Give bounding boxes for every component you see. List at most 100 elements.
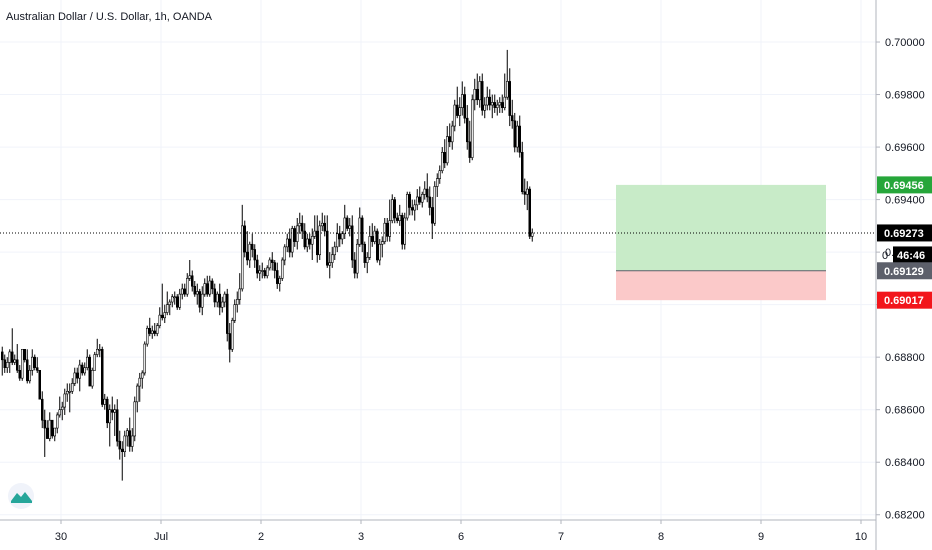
candle bbox=[188, 260, 192, 282]
candle bbox=[181, 283, 184, 300]
candle-body bbox=[43, 419, 46, 429]
candle bbox=[93, 351, 97, 371]
candle bbox=[403, 212, 406, 250]
candle-body bbox=[181, 288, 184, 295]
candle bbox=[228, 323, 232, 363]
candle-body bbox=[260, 270, 264, 272]
candle-body bbox=[383, 222, 386, 242]
candle bbox=[71, 378, 74, 394]
candle bbox=[453, 99, 456, 132]
candle-body bbox=[106, 398, 109, 424]
candle bbox=[193, 281, 197, 297]
candle-body bbox=[71, 383, 74, 392]
candle-body bbox=[58, 409, 61, 416]
candle-body bbox=[163, 312, 167, 319]
candle-body bbox=[410, 207, 414, 211]
candle bbox=[241, 204, 244, 292]
candle bbox=[8, 349, 12, 373]
candle-body bbox=[40, 398, 44, 421]
candle bbox=[448, 123, 451, 148]
candle bbox=[500, 94, 504, 113]
candle-body bbox=[315, 230, 319, 256]
candle-body bbox=[198, 291, 202, 308]
candle bbox=[106, 396, 109, 429]
entry-price-badge-bg bbox=[877, 262, 932, 280]
candle-body bbox=[196, 291, 199, 295]
candle-body bbox=[6, 362, 9, 368]
candle bbox=[283, 244, 286, 266]
candle bbox=[335, 223, 339, 253]
candle-body bbox=[345, 217, 349, 229]
candle bbox=[203, 278, 207, 297]
candle-body bbox=[191, 275, 194, 287]
tradingview-logo-icon[interactable] bbox=[8, 483, 34, 509]
candle bbox=[393, 196, 396, 224]
candle-body bbox=[241, 225, 244, 290]
candle-body bbox=[146, 327, 149, 345]
candle bbox=[153, 323, 157, 337]
candle-body bbox=[66, 391, 69, 395]
candle-body bbox=[253, 249, 257, 261]
candle bbox=[58, 396, 61, 418]
candle bbox=[378, 238, 381, 266]
y-tick-label: 0.68400 bbox=[885, 457, 925, 469]
candle-body bbox=[178, 293, 182, 308]
candle-body bbox=[35, 367, 39, 371]
candle-body bbox=[223, 293, 227, 303]
candle-body bbox=[420, 194, 424, 203]
candle bbox=[355, 238, 359, 279]
candle bbox=[83, 362, 87, 376]
candle bbox=[158, 307, 162, 329]
last-price-badge-bg bbox=[877, 224, 932, 242]
candle-body bbox=[375, 230, 379, 261]
candle-body bbox=[435, 178, 439, 187]
candle bbox=[520, 141, 524, 195]
candle-body bbox=[0, 351, 4, 361]
candle bbox=[156, 323, 159, 337]
candle bbox=[171, 294, 174, 308]
candle-body bbox=[138, 377, 142, 387]
candle-body bbox=[438, 170, 441, 179]
candle bbox=[513, 112, 516, 153]
candle bbox=[485, 86, 489, 111]
candle-body bbox=[45, 427, 49, 439]
candle bbox=[423, 181, 426, 200]
candle-body bbox=[93, 354, 97, 371]
candle-body bbox=[38, 370, 41, 400]
candle-body bbox=[258, 270, 261, 274]
candle-body bbox=[156, 325, 159, 334]
candle-body bbox=[515, 125, 519, 148]
candle-body bbox=[353, 259, 356, 274]
candle bbox=[503, 73, 506, 111]
candle-body bbox=[323, 222, 326, 232]
candle-body bbox=[8, 351, 12, 363]
candle-body bbox=[263, 270, 266, 277]
candle-body bbox=[373, 230, 376, 242]
candle bbox=[528, 186, 531, 239]
candle bbox=[425, 173, 429, 203]
candle bbox=[350, 215, 354, 268]
long-position-tool[interactable] bbox=[616, 184, 826, 301]
candle bbox=[475, 73, 479, 106]
stop-price-badge-bg bbox=[877, 291, 932, 309]
candle bbox=[101, 346, 104, 408]
candle bbox=[30, 349, 34, 376]
candle bbox=[388, 199, 391, 242]
candle bbox=[253, 244, 257, 268]
candle-body bbox=[186, 278, 189, 295]
candle-body bbox=[310, 236, 314, 245]
candle-body bbox=[28, 370, 31, 382]
candle bbox=[0, 346, 4, 376]
candle bbox=[186, 273, 189, 297]
candle bbox=[493, 94, 496, 113]
candle bbox=[43, 409, 46, 457]
candle-body bbox=[213, 288, 217, 303]
candle bbox=[530, 228, 534, 242]
candle bbox=[433, 181, 436, 226]
candle-body bbox=[508, 81, 511, 116]
y-tick-label: 0.70000 bbox=[885, 37, 925, 49]
candle bbox=[490, 94, 494, 119]
candle-body bbox=[208, 280, 212, 295]
